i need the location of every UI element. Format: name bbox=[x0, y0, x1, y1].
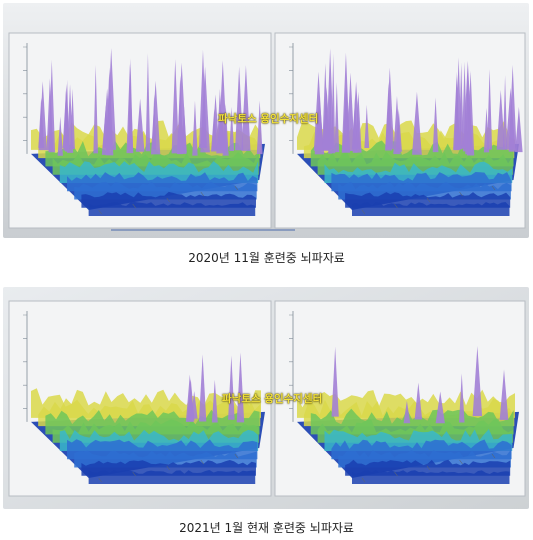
eeg-photo-2020-11 bbox=[3, 3, 529, 238]
eeg-photo-2021-01 bbox=[3, 287, 529, 509]
eeg-3d-spectrogram-bottom bbox=[3, 287, 529, 509]
eeg-3d-spectrogram-top bbox=[3, 3, 529, 238]
photo-caption: 2020년 11월 훈련중 뇌파자료 bbox=[188, 251, 345, 265]
watermark-label: 파낙토스 용인수지센터 bbox=[222, 393, 323, 405]
photo-caption: 2021년 1월 현재 훈련중 뇌파자료 bbox=[179, 521, 354, 535]
watermark-label: 파낙토스 용인수지센터 bbox=[218, 113, 319, 125]
